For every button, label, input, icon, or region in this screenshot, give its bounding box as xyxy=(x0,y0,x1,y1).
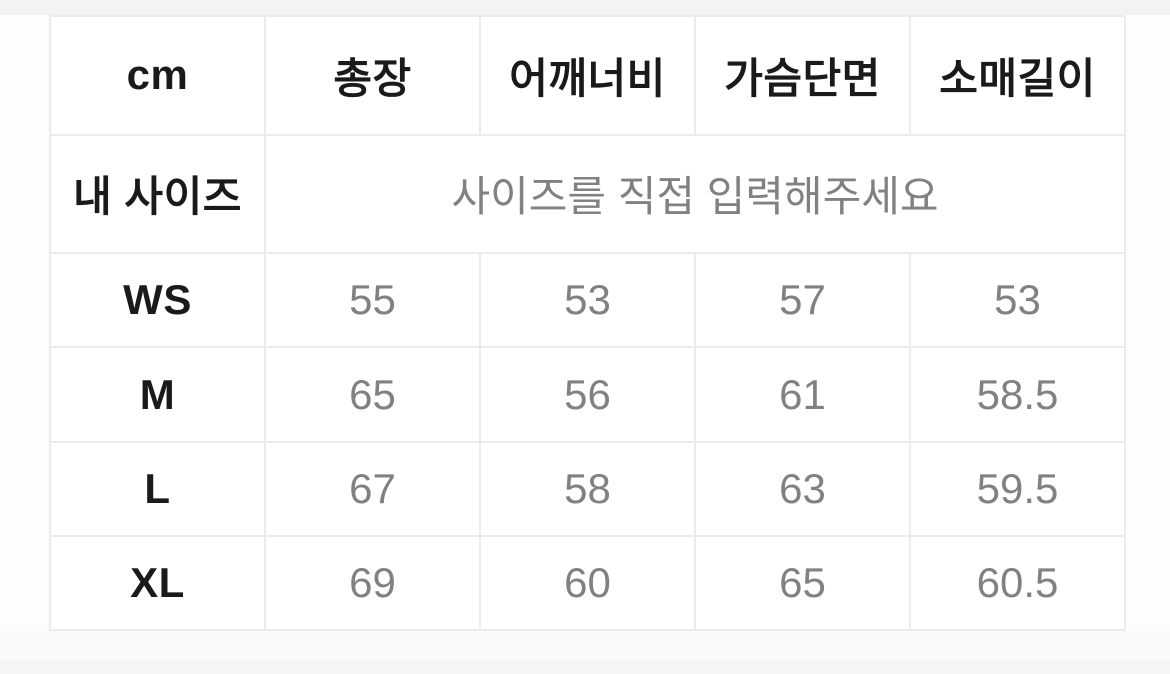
value-l-sleeve-length: 59.5 xyxy=(909,440,1126,537)
value-xl-sleeve-length: 60.5 xyxy=(909,534,1126,632)
table-row-l: L 67 58 63 59.5 xyxy=(49,440,1126,537)
value-m-chest-width: 61 xyxy=(694,346,911,443)
table-row-m: M 65 56 61 58.5 xyxy=(49,346,1126,443)
table-row-ws: WS 55 53 57 53 xyxy=(49,252,1126,349)
my-size-row: 내 사이즈 사이즈를 직접 입력해주세요 xyxy=(49,133,1126,255)
column-header-sleeve-length: 소매길이 xyxy=(909,15,1126,136)
size-label-m: M xyxy=(49,346,266,443)
value-xl-chest-width: 65 xyxy=(694,534,911,632)
table-row-xl: XL 69 60 65 60.5 xyxy=(49,534,1126,632)
size-chart-table: cm 총장 어깨너비 가슴단면 소매길이 내 사이즈 사이즈를 직접 입력해주세… xyxy=(49,15,1126,632)
unit-header: cm xyxy=(49,15,266,136)
value-ws-shoulder-width: 53 xyxy=(479,252,696,349)
value-xl-total-length: 69 xyxy=(264,534,481,632)
value-ws-sleeve-length: 53 xyxy=(909,252,1126,349)
bottom-divider-band xyxy=(0,660,1170,674)
column-header-total-length: 총장 xyxy=(264,15,481,136)
value-ws-total-length: 55 xyxy=(264,252,481,349)
value-xl-shoulder-width: 60 xyxy=(479,534,696,632)
size-label-xl: XL xyxy=(49,534,266,632)
value-l-chest-width: 63 xyxy=(694,440,911,537)
value-m-sleeve-length: 58.5 xyxy=(909,346,1126,443)
size-label-l: L xyxy=(49,440,266,537)
value-m-shoulder-width: 56 xyxy=(479,346,696,443)
column-header-chest-width: 가슴단면 xyxy=(694,15,911,136)
value-m-total-length: 65 xyxy=(264,346,481,443)
column-header-shoulder-width: 어깨너비 xyxy=(479,15,696,136)
header-row: cm 총장 어깨너비 가슴단면 소매길이 xyxy=(49,15,1126,136)
value-l-total-length: 67 xyxy=(264,440,481,537)
my-size-input[interactable]: 사이즈를 직접 입력해주세요 xyxy=(264,133,1126,255)
value-ws-chest-width: 57 xyxy=(694,252,911,349)
top-divider-band xyxy=(0,0,1170,15)
my-size-label: 내 사이즈 xyxy=(49,133,266,255)
value-l-shoulder-width: 58 xyxy=(479,440,696,537)
size-label-ws: WS xyxy=(49,252,266,349)
